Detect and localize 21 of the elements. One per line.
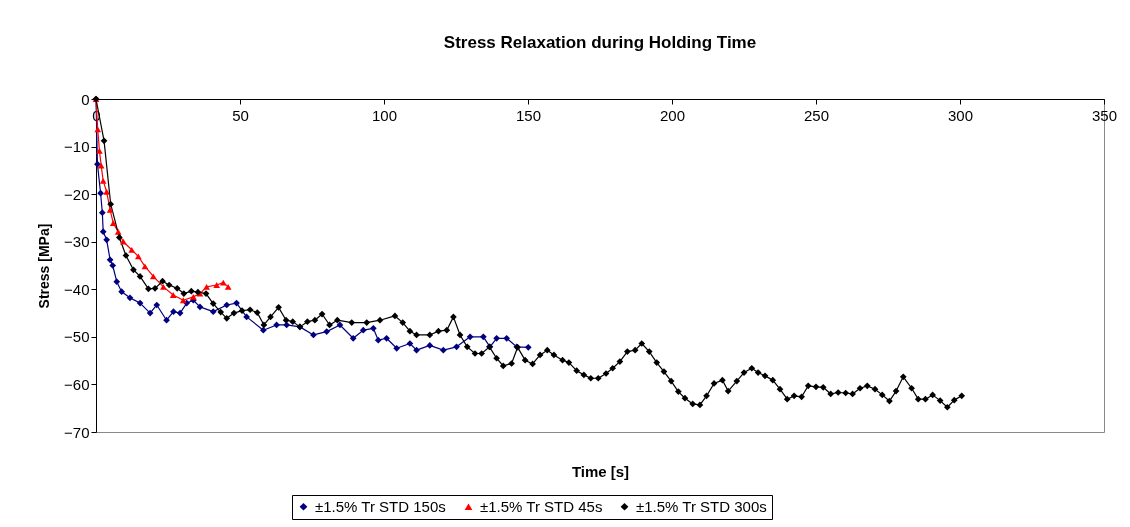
- legend-label: ±1.5% Tr STD 45s: [480, 497, 603, 515]
- x-tick-label: 150: [515, 106, 542, 124]
- chart-title: Stress Relaxation during Holding Time: [443, 33, 757, 52]
- y-tick-label: −10: [64, 138, 90, 156]
- y-tick-label: −70: [64, 423, 90, 441]
- y-tick-label: 0: [81, 90, 90, 108]
- y-tick-label: −20: [64, 185, 90, 203]
- y-axis-title: Stress [MPa]: [36, 223, 53, 309]
- y-tick-label: −40: [64, 280, 90, 298]
- x-tick-label: 50: [232, 106, 249, 124]
- legend-label: ±1.5% Tr STD 300s: [636, 497, 767, 515]
- y-tick-label: −60: [64, 375, 90, 393]
- x-tick-label: 300: [947, 106, 974, 124]
- legend-label: ±1.5% Tr STD 150s: [315, 497, 446, 515]
- y-tick-label: −30: [64, 233, 90, 251]
- x-axis-title: Time [s]: [571, 462, 630, 480]
- y-tick-label: −50: [64, 328, 90, 346]
- x-tick-label: 200: [659, 106, 686, 124]
- x-tick-label: 100: [371, 106, 398, 124]
- x-tick-label: 250: [803, 106, 830, 124]
- x-tick-label: 350: [1091, 106, 1118, 124]
